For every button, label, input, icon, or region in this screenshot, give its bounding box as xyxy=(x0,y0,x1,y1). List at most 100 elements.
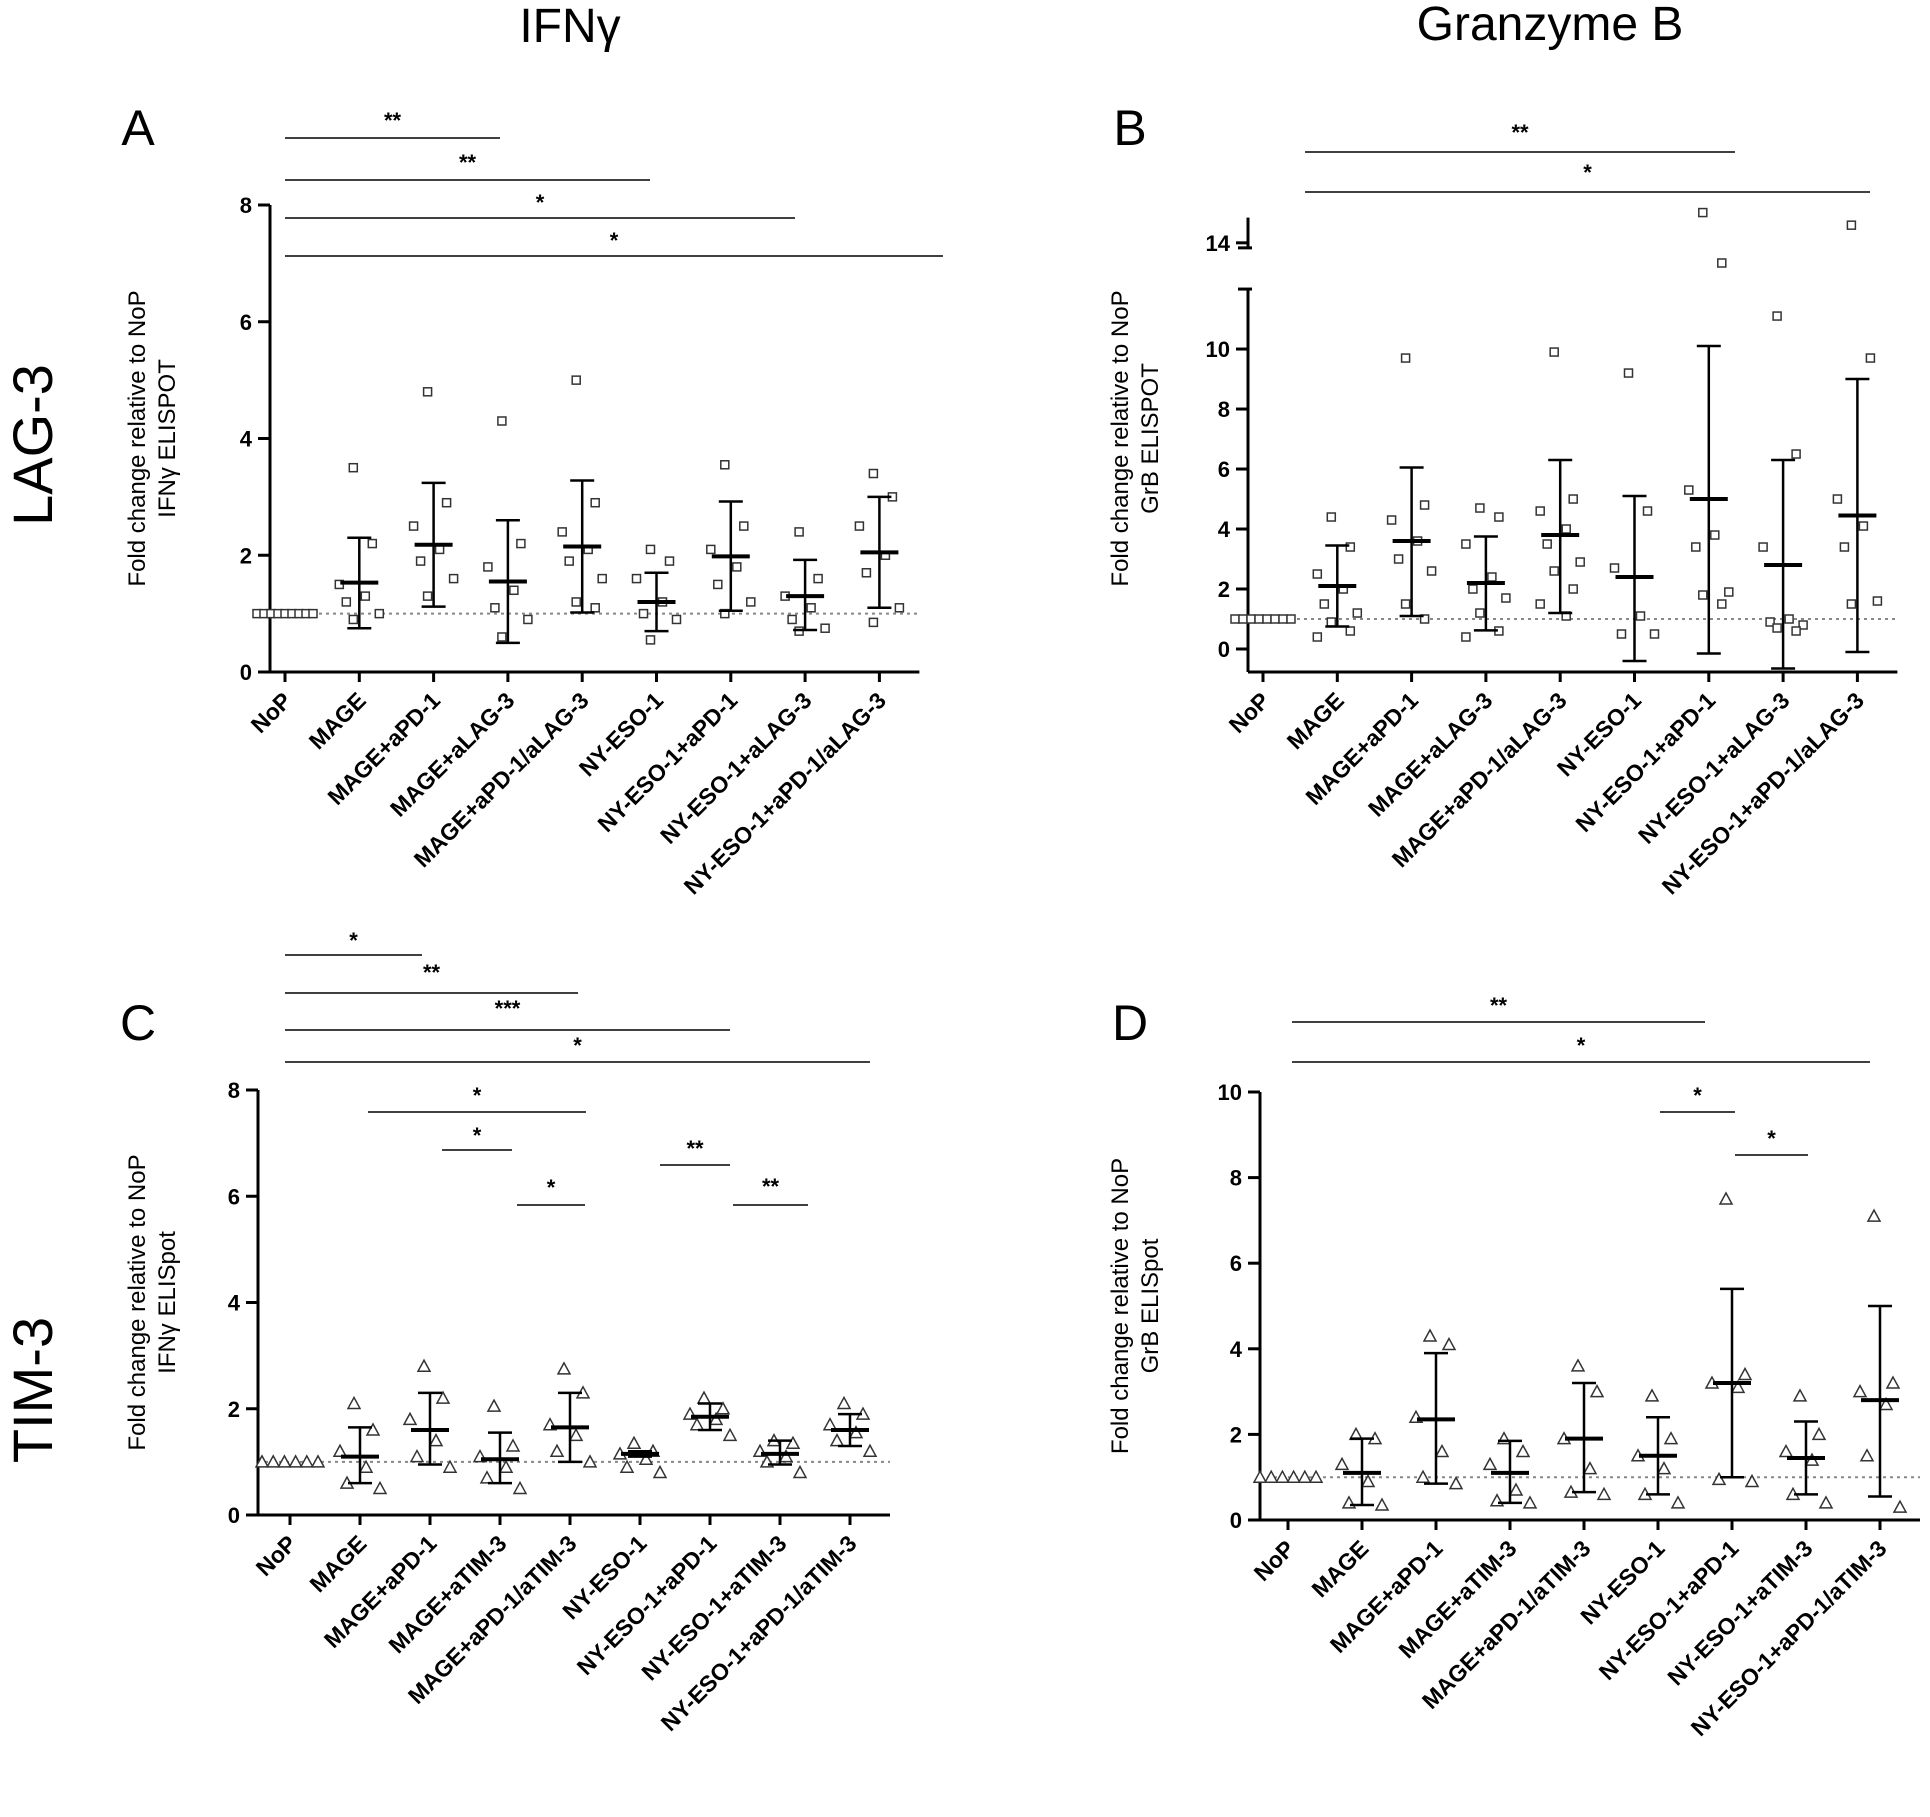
data-point-mage-apd-1-atim-3 xyxy=(1582,1461,1598,1475)
data-point-mage-apd-1 xyxy=(1415,1469,1431,1483)
data-point-ny-eso-1-alag-3 xyxy=(806,603,816,613)
data-point-ny-eso-1-atim-3 xyxy=(785,1435,801,1450)
y-axis-label: Fold change relative to NoP xyxy=(1107,290,1134,586)
data-point-ny-eso-1-alag-3 xyxy=(1798,620,1808,630)
data-point-ny-eso-1-apd-1 xyxy=(1717,599,1727,609)
data-point-mage-apd-1-alag-3 xyxy=(1568,494,1578,504)
data-point-mage-apd-1-alag-3 xyxy=(1568,584,1578,594)
data-point-mage xyxy=(332,1443,348,1457)
data-point-ny-eso-1-apd-1 xyxy=(1711,1471,1727,1486)
data-point-nop xyxy=(310,1454,326,1468)
data-point-ny-eso-1-apd-1-alag-3 xyxy=(1846,599,1857,609)
data-point-ny-eso-1 xyxy=(619,1459,635,1473)
data-point-ny-eso-1 xyxy=(645,544,656,555)
y-tick-label: 4 xyxy=(1218,517,1231,542)
data-point-ny-eso-1-apd-1-alag-3 xyxy=(1872,596,1883,606)
data-point-mage-alag-3 xyxy=(1494,512,1504,522)
data-point-mage xyxy=(360,591,371,601)
column-title-ifng: IFNγ xyxy=(519,0,620,53)
panel-b-lag3-granzyme-b: B 0 2 4 6 8 10 14 Fold change relative to NoP GrB… xyxy=(1107,100,1898,899)
y-tick-label: 6 xyxy=(1218,457,1230,482)
data-point-mage-apd-1 xyxy=(415,556,426,566)
data-point-mage xyxy=(341,597,352,607)
data-point-mage xyxy=(367,538,378,549)
y-axis-label: IFNγ ELISPOT xyxy=(154,359,181,518)
data-point-ny-eso-1-apd-1 xyxy=(1691,542,1701,552)
data-point-nop xyxy=(308,608,318,619)
data-point-mage-apd-1-alag-3 xyxy=(1549,566,1559,576)
data-point-ny-eso-1 xyxy=(1635,611,1646,621)
data-point-ny-eso-1-apd-1-alag-3 xyxy=(854,521,865,531)
data-point-ny-eso-1-alag-3 xyxy=(1758,542,1768,552)
data-point-ny-eso-1-apd-1 xyxy=(1710,530,1720,540)
y-tick-label: 4 xyxy=(240,427,253,452)
data-point-mage-apd-1 xyxy=(1386,515,1397,525)
data-point-mage-apd-1-alag-3 xyxy=(1542,539,1552,549)
data-point-mage xyxy=(1360,1473,1376,1488)
data-point-ny-eso-1-apd-1 xyxy=(1744,1473,1760,1488)
data-point-mage-apd-1 xyxy=(408,521,419,531)
y-tick-label: 8 xyxy=(1230,1166,1242,1191)
data-point-mage xyxy=(1312,632,1323,642)
data-point-mage-apd-1 xyxy=(1393,554,1404,564)
data-point-mage-apd-1-alag-3 xyxy=(571,597,581,607)
data-point-ny-eso-1-atim-3 xyxy=(1811,1426,1827,1441)
data-point-ny-eso-1-alag-3 xyxy=(1765,617,1775,627)
significance-label: * xyxy=(573,1033,582,1058)
data-point-mage-apd-1-alag-3 xyxy=(590,603,600,613)
y-axis-label: IFNγ ELISpot xyxy=(154,1231,181,1374)
data-point-ny-eso-1 xyxy=(1670,1495,1686,1509)
data-point-ny-eso-1 xyxy=(671,614,682,625)
data-point-mage-atim-3 xyxy=(1522,1495,1538,1509)
data-point-mage-alag-3 xyxy=(1468,584,1478,594)
data-point-ny-eso-1 xyxy=(638,608,649,619)
data-point-mage-apd-1 xyxy=(422,387,433,397)
data-point-mage xyxy=(1352,608,1363,618)
data-point-mage-apd-1-alag-3 xyxy=(1549,347,1559,357)
data-point-mage-atim-3 xyxy=(479,1470,495,1484)
data-point-nop xyxy=(1263,1469,1279,1483)
data-point-ny-eso-1 xyxy=(1642,506,1653,516)
column-title-granzyme-b: Granzyme B xyxy=(1417,0,1684,51)
y-tick-label: 8 xyxy=(1218,397,1230,422)
y-tick-label: 8 xyxy=(240,193,252,218)
data-point-mage xyxy=(365,1422,381,1436)
y-tick-label: 14 xyxy=(1206,231,1231,256)
significance-label: *** xyxy=(495,996,521,1021)
x-tick-label-nop: NoP xyxy=(246,687,297,738)
x-tick-label-mage: MAGE xyxy=(1282,687,1349,754)
data-point-mage-apd-1 xyxy=(1400,599,1411,609)
data-point-mage xyxy=(1345,542,1356,552)
data-point-ny-eso-1-alag-3 xyxy=(1791,626,1801,636)
data-point-ny-eso-1 xyxy=(1623,368,1634,378)
data-point-mage-alag-3 xyxy=(509,585,519,596)
data-point-mage-apd-1-alag-3 xyxy=(1535,506,1545,516)
data-point-ny-eso-1-apd-1 xyxy=(746,597,756,607)
significance-label: * xyxy=(1767,1126,1776,1151)
data-point-ny-eso-1-apd-1-atim-3 xyxy=(1866,1208,1882,1222)
data-point-ny-eso-1-alag-3 xyxy=(794,527,804,537)
data-point-ny-eso-1-alag-3 xyxy=(1772,623,1782,633)
data-point-ny-eso-1 xyxy=(664,556,675,566)
data-point-mage-apd-1-alag-3 xyxy=(557,527,567,537)
data-point-ny-eso-1-apd-1 xyxy=(720,460,730,470)
y-tick-label: 2 xyxy=(228,1397,240,1422)
x-tick-label-mage: MAGE xyxy=(1306,1535,1373,1602)
data-point-mage-atim-3 xyxy=(1482,1456,1498,1471)
data-point-mage xyxy=(1326,617,1337,627)
data-point-ny-eso-1-apd-1-atim-3 xyxy=(862,1443,878,1457)
data-point-nop xyxy=(1270,614,1280,624)
data-point-mage-apd-1-atim-3 xyxy=(556,1361,572,1375)
data-point-nop xyxy=(277,1454,292,1468)
data-point-mage-apd-1-atim-3 xyxy=(1596,1486,1612,1501)
data-point-ny-eso-1-apd-1-alag-3 xyxy=(1846,220,1857,230)
data-point-mage-apd-1 xyxy=(442,1459,458,1473)
y-tick-label: 6 xyxy=(240,310,252,335)
data-point-mage xyxy=(1334,1456,1350,1471)
data-point-mage-alag-3 xyxy=(497,632,507,642)
data-point-ny-eso-1-apd-1 xyxy=(713,579,723,590)
data-point-mage-atim-3 xyxy=(512,1480,528,1495)
y-tick-label: 0 xyxy=(1230,1508,1242,1533)
data-point-ny-eso-1-alag-3 xyxy=(787,614,797,625)
